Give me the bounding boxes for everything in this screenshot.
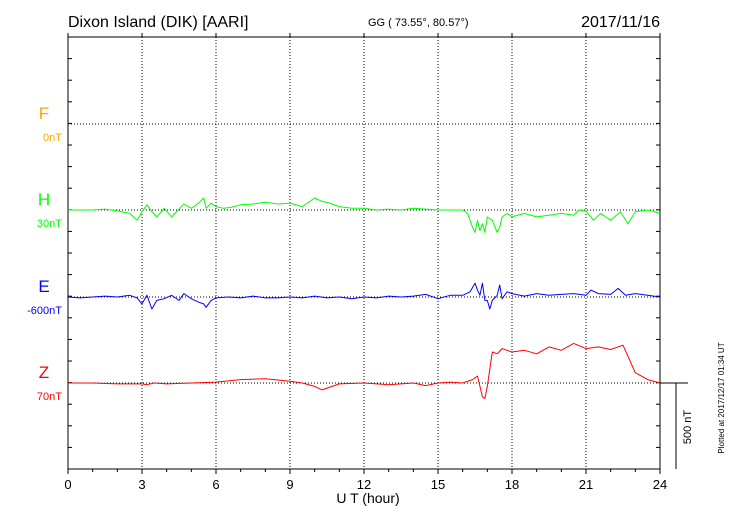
trace-e: [67, 282, 661, 310]
x-tick-label: 18: [505, 477, 519, 492]
component-label-z: Z: [39, 363, 49, 382]
x-axis-ticks: 0 3 6 9 12 15 18 21 24: [64, 33, 667, 492]
component-label-e: E: [38, 277, 49, 296]
x-tick-label: 12: [357, 477, 371, 492]
baseline-label-z: 70nT: [37, 391, 62, 403]
component-label-f: F: [39, 104, 49, 123]
scale-bar: 500 nT: [660, 382, 694, 469]
x-tick-label: 24: [653, 477, 667, 492]
trace-group: [67, 197, 661, 399]
baseline-label-h: 30nT: [37, 218, 62, 230]
component-labels: F 0nT H 30nT E -600nT Z 70nT: [27, 104, 62, 403]
x-tick-label: 0: [64, 477, 71, 492]
baseline-label-f: 0nT: [43, 132, 62, 144]
station-title: Dixon Island (DIK) [AARI]: [68, 14, 249, 31]
grid-lines: [68, 37, 660, 469]
x-tick-label: 6: [212, 477, 219, 492]
x-tick-label: 15: [431, 477, 445, 492]
plotted-at-note: Plotted at 2017/12/17 01:34 UT: [717, 342, 726, 453]
x-tick-label: 3: [138, 477, 145, 492]
coordinates-label: GG ( 73.55°, 80.57°): [368, 17, 469, 29]
x-tick-label: 21: [579, 477, 593, 492]
x-axis-title: U T (hour): [336, 490, 399, 506]
date-label: 2017/11/16: [581, 14, 660, 31]
component-label-h: H: [38, 190, 50, 209]
baseline-label-e: -600nT: [27, 305, 62, 317]
x-tick-label: 9: [286, 477, 293, 492]
trace-z: [68, 342, 661, 399]
scale-bar-label: 500 nT: [682, 410, 694, 445]
trace-h: [68, 197, 661, 233]
